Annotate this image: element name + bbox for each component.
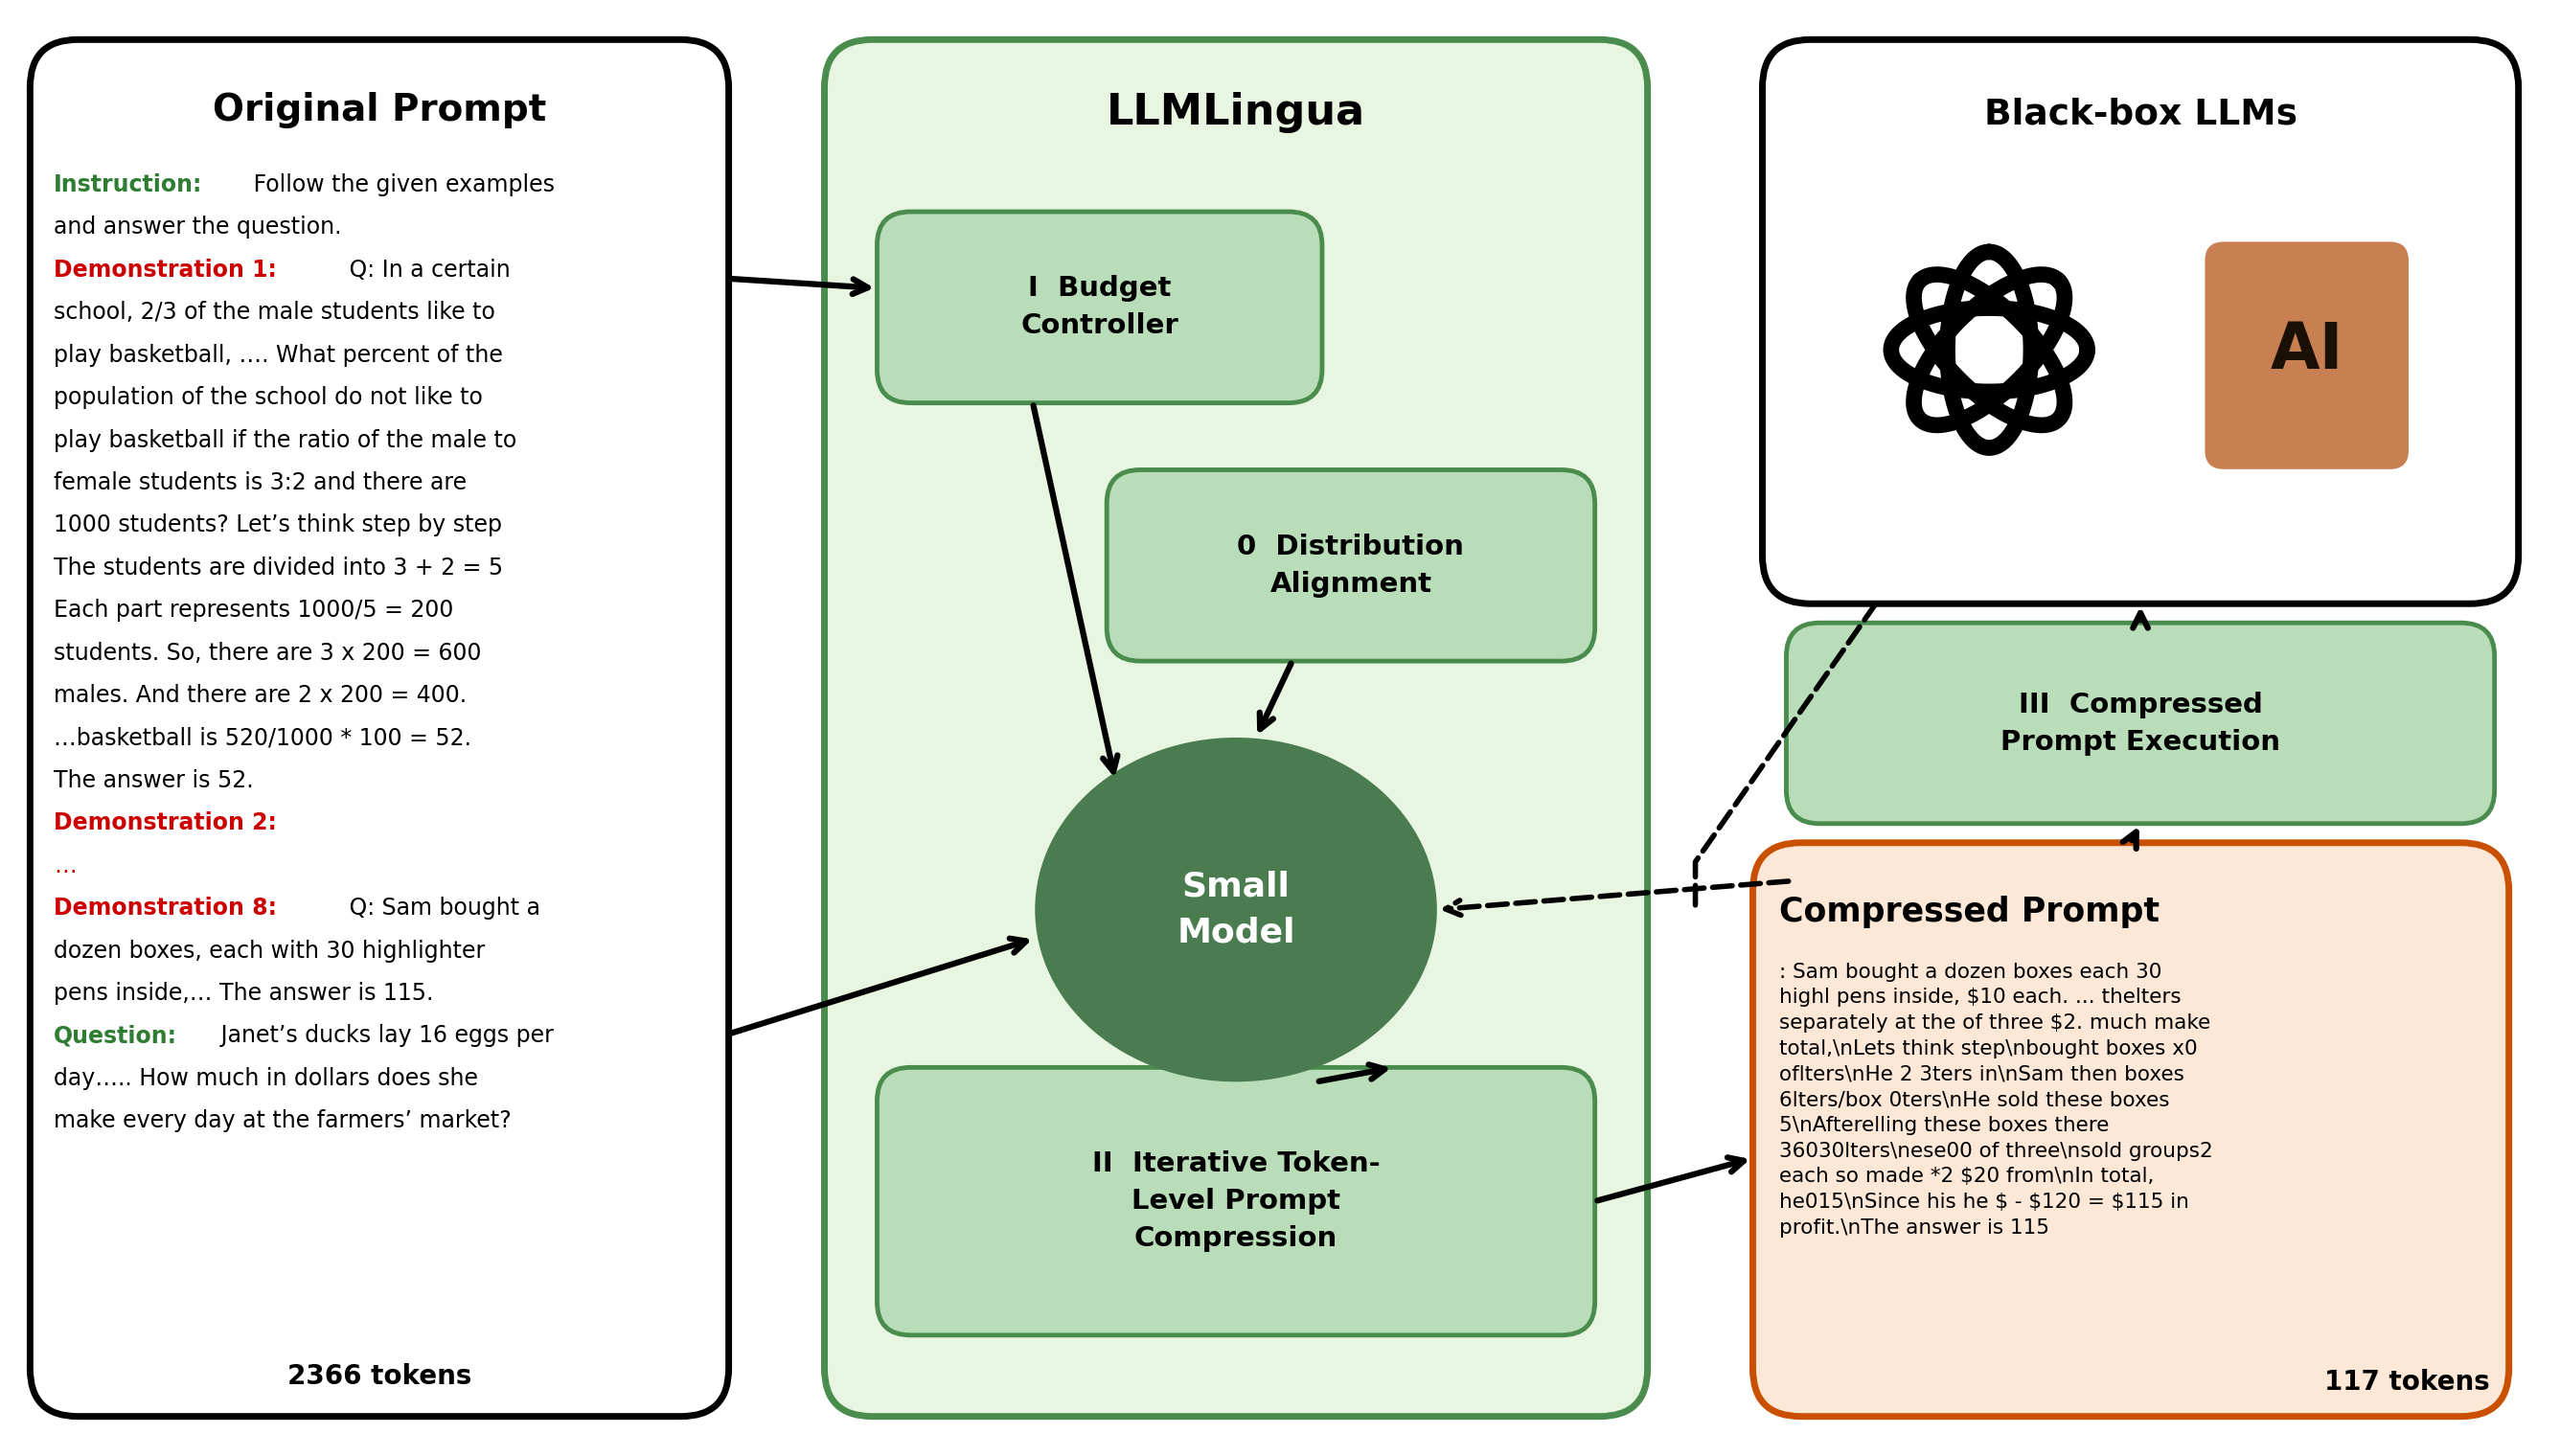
FancyBboxPatch shape [31,39,730,1417]
Text: Instruction:: Instruction: [54,173,202,197]
Text: students. So, there are 3 x 200 = 600: students. So, there are 3 x 200 = 600 [54,642,481,664]
Text: Each part represents 1000/5 = 200: Each part represents 1000/5 = 200 [54,598,453,622]
Text: 117 tokens: 117 tokens [2324,1369,2491,1395]
Text: school, 2/3 of the male students like to: school, 2/3 of the male students like to [54,301,497,325]
Text: play basketball if the ratio of the male to: play basketball if the ratio of the male… [54,428,517,451]
Text: The answer is 52.: The answer is 52. [54,769,253,792]
Text: AI: AI [2271,319,2342,383]
Circle shape [1971,332,2007,368]
Text: Demonstration 2:: Demonstration 2: [54,811,276,834]
FancyBboxPatch shape [1761,39,2519,604]
Text: pens inside,… The answer is 115.: pens inside,… The answer is 115. [54,981,433,1005]
Text: Janet’s ducks lay 16 eggs per: Janet’s ducks lay 16 eggs per [212,1025,553,1047]
Text: play basketball, …. What percent of the: play basketball, …. What percent of the [54,344,504,367]
Text: LLMLingua: LLMLingua [1106,92,1364,134]
Text: III  Compressed
Prompt Execution: III Compressed Prompt Execution [1999,692,2281,756]
FancyBboxPatch shape [1787,623,2493,824]
Text: Original Prompt: Original Prompt [212,92,545,128]
Text: Demonstration 1:: Demonstration 1: [54,259,276,281]
Text: make every day at the farmers’ market?: make every day at the farmers’ market? [54,1109,512,1133]
Text: Black-box LLMs: Black-box LLMs [1984,98,2296,131]
FancyBboxPatch shape [824,39,1649,1417]
FancyBboxPatch shape [1106,470,1595,661]
Text: 0  Distribution
Alignment: 0 Distribution Alignment [1236,533,1464,597]
Text: 2366 tokens: 2366 tokens [287,1363,471,1389]
Text: Compressed Prompt: Compressed Prompt [1779,895,2161,927]
Text: and answer the question.: and answer the question. [54,215,343,239]
Text: Follow the given examples: Follow the given examples [246,173,556,197]
Text: population of the school do not like to: population of the school do not like to [54,386,484,409]
Text: Question:: Question: [54,1025,177,1047]
Text: 1000 students? Let’s think step by step: 1000 students? Let’s think step by step [54,514,502,537]
Text: …basketball is 520/1000 * 100 = 52.: …basketball is 520/1000 * 100 = 52. [54,727,471,750]
FancyBboxPatch shape [2207,243,2406,467]
FancyBboxPatch shape [1754,843,2509,1417]
Text: dozen boxes, each with 30 highlighter: dozen boxes, each with 30 highlighter [54,939,486,962]
Text: males. And there are 2 x 200 = 400.: males. And there are 2 x 200 = 400. [54,684,466,708]
Text: Q: Sam bought a: Q: Sam bought a [340,897,540,920]
Text: …: … [54,855,77,877]
Text: day….. How much in dollars does she: day….. How much in dollars does she [54,1067,479,1091]
Ellipse shape [1034,738,1436,1082]
Text: female students is 3:2 and there are: female students is 3:2 and there are [54,472,466,494]
Text: I  Budget
Controller: I Budget Controller [1021,275,1178,339]
Text: : Sam bought a dozen boxes each 30
highl pens inside, $10 each. ... thelters
sep: : Sam bought a dozen boxes each 30 highl… [1779,962,2214,1238]
Text: Small
Model: Small Model [1178,871,1295,949]
FancyBboxPatch shape [878,1067,1595,1335]
FancyBboxPatch shape [878,211,1321,403]
Text: II  Iterative Token-
Level Prompt
Compression: II Iterative Token- Level Prompt Compres… [1093,1150,1380,1252]
Text: The students are divided into 3 + 2 = 5: The students are divided into 3 + 2 = 5 [54,556,504,579]
Text: Q: In a certain: Q: In a certain [340,259,509,281]
Text: Demonstration 8:: Demonstration 8: [54,897,276,920]
